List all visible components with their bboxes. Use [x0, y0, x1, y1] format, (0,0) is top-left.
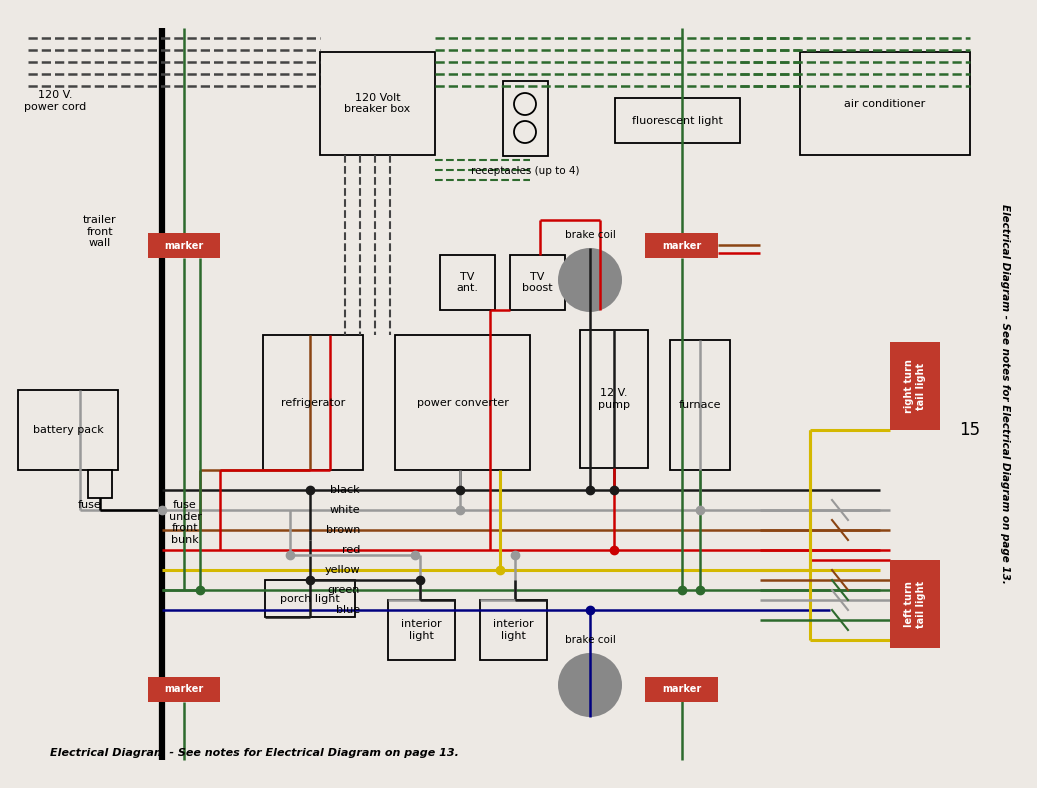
Text: fuse: fuse: [78, 500, 102, 510]
Bar: [510, 255, 565, 310]
Text: green: green: [328, 585, 360, 595]
Bar: [890, 560, 940, 648]
Bar: [88, 470, 112, 498]
Text: black: black: [331, 485, 360, 495]
Text: 120 Volt
breaker box: 120 Volt breaker box: [344, 93, 411, 114]
Bar: [890, 342, 940, 430]
Bar: [580, 330, 648, 468]
Text: fuse
under
front
bunk: fuse under front bunk: [169, 500, 201, 545]
Bar: [645, 677, 718, 702]
Text: refrigerator: refrigerator: [281, 397, 345, 407]
Circle shape: [558, 653, 622, 717]
Bar: [670, 340, 730, 470]
Text: brown: brown: [326, 525, 360, 535]
Text: power converter: power converter: [417, 397, 508, 407]
Text: marker: marker: [165, 685, 203, 694]
Text: air conditioner: air conditioner: [844, 98, 926, 109]
Bar: [263, 335, 363, 470]
Bar: [480, 600, 546, 660]
Text: TV
ant.: TV ant.: [456, 272, 478, 293]
Bar: [18, 390, 118, 470]
Text: Electrical Diagram - See notes for Electrical Diagram on page 13.: Electrical Diagram - See notes for Elect…: [50, 748, 459, 758]
Bar: [440, 255, 495, 310]
Text: right turn
tail light: right turn tail light: [904, 359, 926, 413]
Bar: [388, 600, 455, 660]
Bar: [395, 335, 530, 470]
Text: trailer
front
wall: trailer front wall: [83, 215, 117, 248]
Bar: [265, 580, 355, 617]
Text: brake coil: brake coil: [564, 230, 615, 240]
Text: marker: marker: [165, 240, 203, 251]
Text: red: red: [341, 545, 360, 555]
Circle shape: [558, 248, 622, 312]
Text: 12 V.
pump: 12 V. pump: [598, 388, 630, 410]
Bar: [800, 52, 970, 155]
Text: receptacles (up to 4): receptacles (up to 4): [471, 165, 580, 176]
Text: interior
light: interior light: [494, 619, 534, 641]
Bar: [148, 233, 220, 258]
Bar: [645, 233, 718, 258]
Bar: [615, 98, 740, 143]
Text: left turn
tail light: left turn tail light: [904, 581, 926, 627]
Bar: [503, 80, 548, 155]
Text: white: white: [330, 505, 360, 515]
Bar: [148, 677, 220, 702]
Text: marker: marker: [662, 240, 701, 251]
Text: TV
boost: TV boost: [523, 272, 553, 293]
Text: furnace: furnace: [679, 400, 722, 410]
Text: battery pack: battery pack: [32, 425, 104, 435]
Text: yellow: yellow: [325, 565, 360, 575]
Text: fluorescent light: fluorescent light: [633, 116, 723, 125]
Text: marker: marker: [662, 685, 701, 694]
Text: blue: blue: [336, 605, 360, 615]
Text: porch light: porch light: [280, 593, 340, 604]
Text: brake coil: brake coil: [564, 635, 615, 645]
Text: 120 V.
power cord: 120 V. power cord: [24, 90, 86, 112]
Text: Electrical Diagram - See notes for Electrical Diagram on page 13.: Electrical Diagram - See notes for Elect…: [1000, 204, 1010, 584]
Text: 15: 15: [959, 421, 981, 439]
Bar: [320, 52, 435, 155]
Text: interior
light: interior light: [401, 619, 442, 641]
